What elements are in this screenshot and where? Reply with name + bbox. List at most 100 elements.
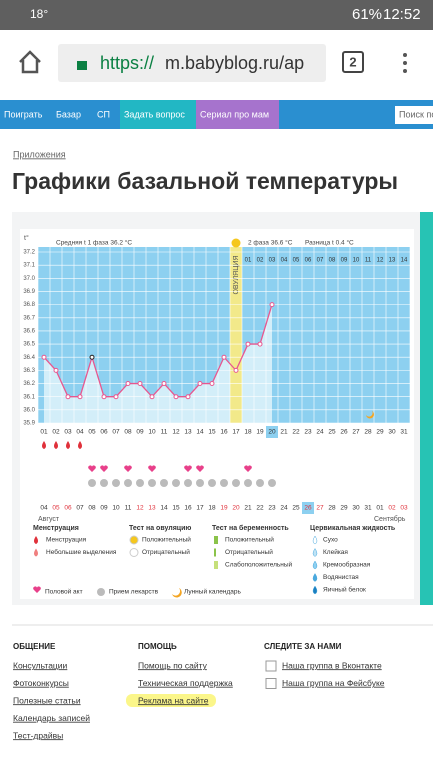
status-time: 12:52 (383, 6, 421, 23)
footer-link[interactable]: Наша группа на Фейсбуке (282, 678, 385, 688)
pill-icon (124, 479, 132, 487)
footer-link[interactable]: Наша группа в Вконтакте (282, 660, 382, 670)
home-button[interactable] (19, 50, 41, 74)
footer-link[interactable]: Помощь по сайту (138, 660, 208, 670)
x-tick-label: 31 (400, 429, 408, 436)
today-box (302, 502, 314, 514)
y-tick-label: 36.6 (23, 329, 35, 335)
legend-item: Яичный белок (323, 586, 366, 594)
date-label: 11 (125, 505, 132, 512)
url-host: m.babyblog.ru/ap (165, 53, 304, 73)
footer-link[interactable]: Тест-драйвы (13, 730, 63, 740)
nav-item[interactable]: Задать вопрос (124, 109, 185, 119)
pill-icon (88, 479, 96, 487)
y-tick-label: 37.1 (23, 263, 35, 269)
temperature-point[interactable] (161, 381, 167, 387)
date-label: 15 (172, 505, 180, 512)
date-label: 21 (244, 505, 252, 512)
temperature-point[interactable] (89, 354, 95, 360)
temperature-point[interactable] (137, 381, 143, 387)
date-label: 07 (76, 505, 84, 512)
url-box[interactable] (58, 44, 326, 82)
phase1-text: Средняя t 1 фаза 36.2 °С (56, 239, 132, 247)
legend-item: Менструация (46, 537, 87, 544)
temperature-point[interactable] (257, 341, 263, 347)
breadcrumb[interactable]: Приложения (13, 149, 66, 159)
x-tick-label: 08 (124, 429, 132, 436)
temperature-point[interactable] (125, 381, 131, 387)
y-tick-label: 36.3 (23, 368, 35, 374)
temperature-point[interactable] (245, 341, 251, 347)
status-temp: 18° (30, 7, 48, 21)
footer-link[interactable]: Фотоконкурсы (13, 678, 69, 688)
temperature-point[interactable] (113, 394, 119, 400)
footer-link[interactable]: Консультации (13, 660, 68, 670)
x-tick-label: 20 (268, 429, 276, 436)
date-label: 30 (352, 505, 360, 512)
social-icon[interactable] (265, 660, 277, 672)
y-axis-label: t° (24, 234, 29, 242)
legend-icon (214, 548, 216, 557)
date-label: 01 (376, 505, 384, 512)
legend-item: Положительный (142, 536, 191, 544)
temperature-line (43, 304, 273, 398)
y-tick-label: 36.0 (23, 407, 35, 413)
temperature-point[interactable] (101, 394, 107, 400)
temperature-point[interactable] (173, 394, 179, 400)
temperature-point[interactable] (269, 302, 275, 308)
temperature-point[interactable] (41, 354, 47, 360)
x-tick-label: 11 (161, 429, 168, 436)
nav-highlight (196, 100, 279, 129)
legend-title: Цервикальная жидкость (310, 525, 396, 532)
y-tick-label: 35.9 (23, 421, 35, 427)
temperature-point[interactable] (233, 367, 239, 373)
pill-icon (184, 479, 192, 487)
footer-link[interactable]: Календарь записей (13, 713, 90, 723)
date-label: 17 (196, 505, 204, 512)
temperature-point[interactable] (65, 394, 71, 400)
tabs-button[interactable] (342, 51, 364, 73)
temperature-point[interactable] (197, 381, 203, 387)
temperature-point[interactable] (185, 394, 191, 400)
y-tick-label: 36.5 (23, 342, 35, 348)
date-label: 18 (208, 505, 216, 512)
pill-icon (160, 479, 168, 487)
x-tick-label: 05 (88, 429, 96, 436)
nav-item[interactable]: СП (97, 109, 110, 119)
search-box[interactable] (395, 106, 433, 124)
legend-item: Положительный (225, 536, 274, 544)
phase2-day: 06 (305, 258, 312, 264)
legend-item: Лунный календарь (184, 588, 241, 596)
pill-icon (256, 479, 264, 487)
pill-icon (100, 479, 108, 487)
menu-button[interactable] (403, 53, 407, 73)
temperature-point[interactable] (53, 367, 59, 373)
heart-icon (196, 465, 204, 472)
footer-link[interactable]: Техническая поддержка (138, 678, 233, 688)
nav-item[interactable]: Поиграть (4, 109, 43, 119)
footer-link[interactable]: Реклама на сайте (138, 695, 209, 705)
heart-icon (148, 465, 156, 472)
status-bar (0, 0, 433, 30)
legend-icon (214, 536, 218, 544)
phase2-day: 04 (281, 258, 288, 264)
nav-item[interactable]: Базар (56, 109, 81, 119)
y-tick-label: 36.8 (23, 302, 35, 308)
x-tick-label: 01 (40, 429, 48, 436)
footer-link[interactable]: Полезные статьи (13, 695, 81, 705)
highlight (126, 694, 216, 707)
pill-icon (196, 479, 204, 487)
pill-icon (112, 479, 120, 487)
temperature-point[interactable] (221, 354, 227, 360)
phase2-day: 14 (401, 258, 408, 264)
temperature-point[interactable] (209, 381, 215, 387)
temperature-point[interactable] (77, 394, 83, 400)
search-placeholder: Поиск по (399, 109, 433, 119)
legend-icon (312, 548, 318, 557)
phase2-day: 08 (329, 258, 336, 264)
social-icon[interactable] (265, 678, 277, 689)
date-label: 31 (364, 505, 372, 512)
drop-icon (78, 441, 82, 449)
nav-item[interactable]: Сериал про мам (200, 109, 269, 119)
temperature-point[interactable] (149, 394, 155, 400)
